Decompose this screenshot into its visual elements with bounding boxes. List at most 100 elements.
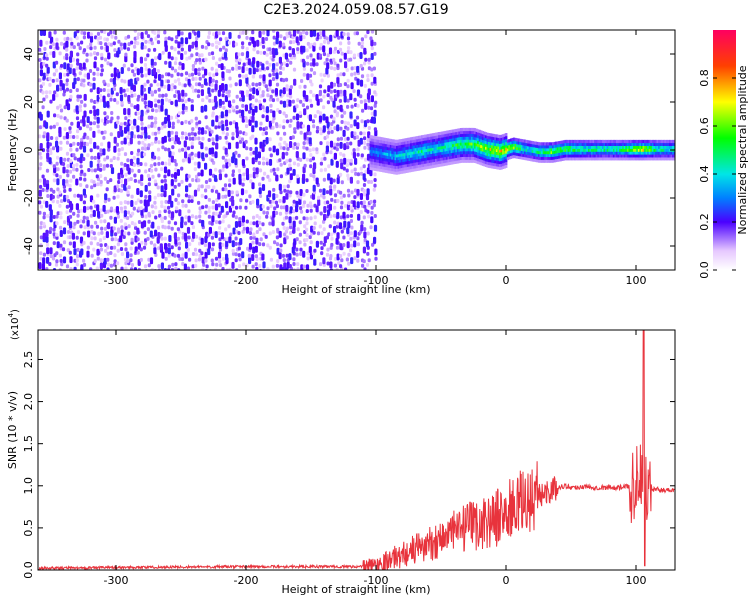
heatmap-cell	[346, 84, 350, 89]
heatmap-cell	[256, 60, 260, 68]
heatmap-cell	[416, 144, 419, 148]
heatmap-cell	[316, 109, 320, 114]
heatmap-cell	[204, 258, 208, 263]
heatmap-cell	[188, 257, 192, 262]
heatmap-cell	[383, 157, 386, 162]
heatmap-cell	[397, 156, 400, 160]
heatmap-cell	[474, 159, 477, 163]
heatmap-cell	[633, 151, 636, 155]
heatmap-cell	[164, 60, 168, 65]
heatmap-cell	[372, 138, 375, 142]
heatmap-cell	[667, 139, 670, 144]
heatmap-cell	[425, 145, 428, 150]
heatmap-cell	[178, 209, 182, 217]
heatmap-cell	[306, 61, 310, 66]
heatmap-cell	[214, 220, 219, 224]
heatmap-cell	[164, 183, 168, 191]
heatmap-cell	[96, 145, 100, 150]
heatmap-cell	[382, 154, 385, 158]
heatmap-cell	[96, 256, 100, 261]
heatmap-cell	[458, 139, 461, 143]
heatmap-cell	[251, 240, 255, 245]
heatmap-cell	[119, 124, 123, 132]
heatmap-cell	[218, 242, 222, 250]
heatmap-cell	[614, 142, 617, 146]
heatmap-cell	[244, 205, 248, 210]
heatmap-cell	[106, 100, 110, 108]
heatmap-cell	[402, 150, 405, 154]
heatmap-cell	[497, 143, 500, 147]
heatmap-cell	[377, 159, 380, 163]
heatmap-cell	[163, 205, 167, 210]
heatmap-cell	[444, 162, 447, 166]
heatmap-cell	[258, 74, 263, 79]
heatmap-cell	[65, 53, 69, 58]
heatmap-cell	[611, 148, 614, 152]
heatmap-cell	[383, 137, 386, 141]
heatmap-cell	[339, 172, 343, 177]
heatmap-cell	[140, 240, 144, 245]
heatmap-cell	[136, 152, 140, 157]
heatmap-cell	[194, 153, 198, 158]
heatmap-cell	[422, 163, 425, 167]
heatmap-cell	[455, 137, 458, 141]
heatmap-cell	[318, 35, 323, 40]
heatmap-cell	[207, 127, 211, 132]
heatmap-cell	[231, 251, 236, 256]
heatmap-cell	[248, 231, 252, 235]
heatmap-cell	[214, 40, 218, 45]
heatmap-cell	[662, 145, 665, 149]
heatmap-cell	[311, 156, 315, 161]
heatmap-cell	[328, 224, 332, 229]
heatmap-cell	[458, 151, 461, 155]
heatmap-cell	[157, 30, 161, 35]
heatmap-cell	[140, 121, 144, 126]
heatmap-cell	[309, 173, 313, 178]
heatmap-cell	[389, 164, 392, 168]
heatmap-cell	[119, 87, 123, 94]
heatmap-cell	[363, 231, 367, 239]
heatmap-cell	[380, 145, 383, 149]
heatmap-cell	[474, 142, 477, 146]
heatmap-cell	[76, 254, 80, 259]
heatmap-cell	[611, 139, 614, 144]
heatmap-cell	[113, 253, 117, 258]
heatmap-cell	[611, 151, 614, 155]
heatmap-cell	[116, 156, 120, 161]
heatmap-cell	[461, 136, 464, 140]
heatmap-cell	[402, 164, 405, 168]
heatmap-cell	[126, 158, 130, 163]
heatmap-cell	[500, 134, 503, 138]
heatmap-cell	[373, 214, 377, 218]
heatmap-cell	[352, 89, 356, 94]
heatmap-cell	[630, 151, 633, 155]
heatmap-cell	[364, 169, 368, 174]
heatmap-cell	[69, 221, 73, 229]
heatmap-cell	[78, 104, 82, 109]
heatmap-cell	[291, 48, 295, 55]
heatmap-cell	[394, 157, 397, 161]
heatmap-cell	[354, 157, 358, 165]
heatmap-cell	[667, 142, 670, 146]
heatmap-cell	[87, 31, 91, 39]
heatmap-cell	[177, 30, 181, 37]
heatmap-cell	[45, 182, 50, 190]
heatmap-cell	[96, 248, 100, 256]
heatmap-cell	[99, 208, 103, 213]
heatmap-cell	[143, 100, 147, 105]
heatmap-cell	[559, 149, 562, 153]
heatmap-cell	[494, 154, 497, 158]
heatmap-cell	[472, 145, 475, 149]
heatmap-cell	[503, 150, 506, 155]
heatmap-cell	[258, 103, 263, 111]
heatmap-cell	[402, 167, 405, 171]
heatmap-cell	[76, 219, 80, 224]
heatmap-cell	[491, 153, 494, 157]
heatmap-cell	[39, 251, 43, 256]
heatmap-cell	[204, 104, 208, 112]
heatmap-cell	[428, 165, 431, 169]
heatmap-cell	[315, 205, 319, 213]
heatmap-cell	[552, 153, 555, 157]
heatmap-cell	[207, 232, 211, 237]
heatmap-cell	[258, 215, 262, 220]
